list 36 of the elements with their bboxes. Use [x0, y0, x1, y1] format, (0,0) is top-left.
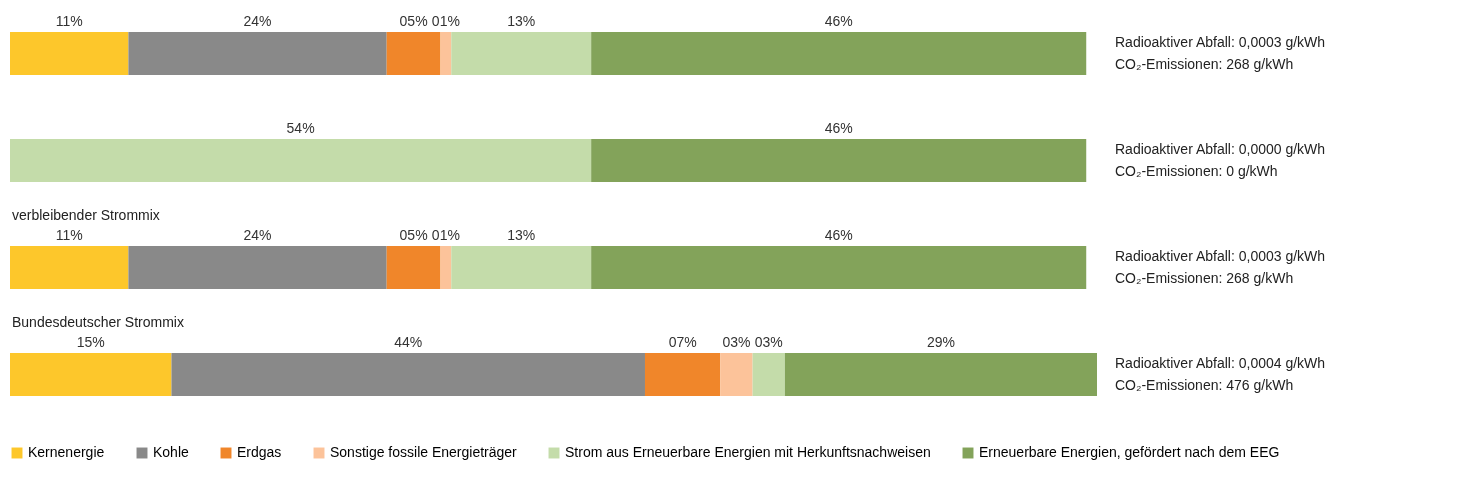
data-label: 03% — [722, 333, 751, 350]
y-tick-label: verbleibender Strommix — [12, 206, 160, 223]
text: Radioaktiver Abfall: 0,0003 g/kWh — [1115, 247, 1326, 264]
text: CO₂-Emissionen: 268 g/kWh — [1115, 269, 1294, 286]
legend-label: Strom aus Erneuerbare Energien mit Herkunftsnachweisen — [565, 444, 931, 460]
data-label: 05% — [399, 226, 428, 243]
data-label: 54% — [286, 119, 315, 136]
text: CO₂-Emissionen: 268 g/kWh — [1115, 55, 1294, 72]
data-label: 46% — [824, 12, 853, 29]
data-label: 46% — [824, 226, 853, 243]
data-label: 03% — [754, 333, 783, 350]
data-label: 01% — [431, 226, 460, 243]
data-label: 05% — [399, 12, 428, 29]
data-label: 07% — [668, 333, 697, 350]
legend-label: Erdgas — [237, 444, 282, 460]
data-label: 44% — [394, 333, 423, 350]
text: CO₂-Emissionen: 0 g/kWh — [1115, 162, 1278, 179]
text: Radioaktiver Abfall: 0,0003 g/kWh — [1115, 33, 1326, 50]
data-label: 46% — [824, 119, 853, 136]
text: CO₂-Emissionen: 476 g/kWh — [1115, 376, 1294, 393]
data-label: 24% — [243, 226, 272, 243]
data-label: 13% — [507, 12, 536, 29]
data-label: 29% — [926, 333, 955, 350]
data-label: 11% — [55, 226, 83, 243]
y-tick-label: Bundesdeutscher Strommix — [12, 313, 184, 330]
legend-label: Sonstige fossile Energieträger — [330, 444, 518, 460]
legend-label: Kernenergie — [28, 444, 105, 460]
data-label: 24% — [243, 12, 272, 29]
data-label: 15% — [76, 333, 105, 350]
text: Radioaktiver Abfall: 0,0004 g/kWh — [1115, 354, 1326, 371]
data-label: 11% — [55, 12, 83, 29]
data-label: 13% — [507, 226, 536, 243]
legend-label: Erneuerbare Energien, gefördert nach dem EEG — [979, 444, 1280, 460]
text: Radioaktiver Abfall: 0,0000 g/kWh — [1115, 140, 1326, 157]
legend-label: Kohle — [153, 444, 190, 460]
data-label: 01% — [431, 12, 460, 29]
